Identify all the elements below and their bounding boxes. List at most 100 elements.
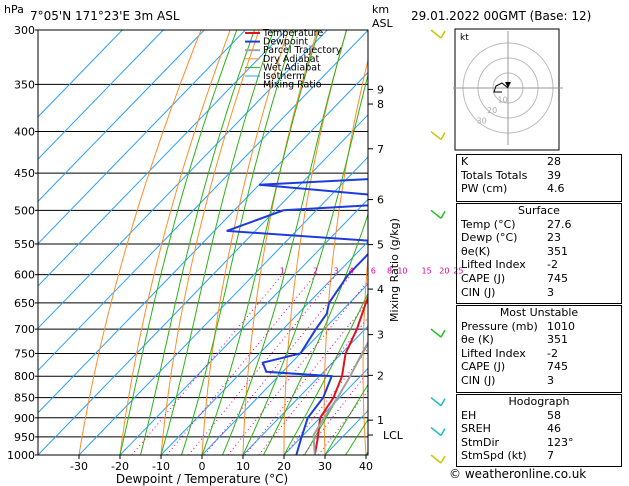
index-row: K 28 <box>457 155 621 169</box>
wind-barb <box>430 426 442 437</box>
mixing-ratio-tick-label: 1 <box>280 267 285 276</box>
pressure-tick-label: 750 <box>14 347 35 360</box>
surface-row: θe(K) 351 <box>457 245 621 259</box>
wet-adiabat-line <box>201 30 320 455</box>
hodo-label: SREH <box>461 422 491 436</box>
mixing-ratio-tick-label: 10 <box>397 267 407 276</box>
temperature-tick-label: 10 <box>236 460 250 473</box>
dry-adiabat-line <box>119 30 231 455</box>
isotherm-line <box>283 367 368 455</box>
hodo-row: StmSpd (kt) 7 <box>457 449 621 463</box>
copyright-label: © weatheronline.co.uk <box>449 467 587 481</box>
mixing-ratio-tick-label: 6 <box>371 267 376 276</box>
datetime-label: 29.01.2022 00GMT (Base: 12) <box>411 9 591 23</box>
unstable-label: θe (K) <box>461 333 494 347</box>
wind-barb-flag <box>440 132 446 140</box>
isotherm-line <box>119 198 368 455</box>
pressure-tick-label: 850 <box>14 392 35 405</box>
mixing-ratio-tick-label: 4 <box>349 267 354 276</box>
dry-adiabat-line <box>283 30 347 455</box>
surface-label: CIN (J) <box>461 285 496 299</box>
temperature-tick-label: -20 <box>111 460 129 473</box>
hodo-value: 7 <box>547 449 554 463</box>
mixing-ratio-tick-label: 15 <box>422 267 432 276</box>
unstable-row: CIN (J) 3 <box>457 374 621 388</box>
isotherm-line <box>242 325 368 455</box>
hodograph-frame <box>454 28 560 151</box>
surface-row: Dewp (°C) 23 <box>457 231 621 245</box>
mixing-ratio-line <box>166 274 316 455</box>
mixing-ratio-line <box>244 300 368 455</box>
isotherm-line <box>38 30 368 372</box>
surface-row: Lifted Index -2 <box>457 258 621 272</box>
most-unstable-title: Most Unstable <box>499 306 579 319</box>
index-row: PW (cm) 4.6 <box>457 182 621 196</box>
pressure-tick-label: 1000 <box>7 449 35 462</box>
wind-barb-flag <box>440 455 446 464</box>
legend-label: Dry Adiabat <box>263 54 320 65</box>
wind-barb <box>430 29 442 39</box>
hodo-row: StmDir 123° <box>457 436 621 450</box>
temperature-tick-label: 20 <box>277 460 291 473</box>
pressure-tick-label: 950 <box>14 431 35 444</box>
unstable-label: Pressure (mb) <box>461 319 538 333</box>
unstable-row: θe (K) 351 <box>457 333 621 347</box>
pressure-tick-label: 400 <box>14 126 35 139</box>
unstable-label: Lifted Index <box>461 346 526 360</box>
surface-label: CAPE (J) <box>461 271 506 285</box>
isotherm-line <box>38 30 164 160</box>
temperature-tick-label: 40 <box>359 460 373 473</box>
isotherm-line <box>201 283 368 455</box>
unstable-label: CAPE (J) <box>461 360 506 374</box>
hodograph-unit-label: kt <box>460 33 469 43</box>
index-value: 39 <box>547 168 561 182</box>
hodo-label: StmSpd (kt) <box>461 449 527 463</box>
hodo-row: SREH 46 <box>457 422 621 436</box>
unstable-row: Lifted Index -2 <box>457 347 621 361</box>
mixing-ratio-line <box>188 274 337 455</box>
surface-value: 745 <box>547 271 568 285</box>
surface-label: θe(K) <box>461 244 491 258</box>
series-dewpoint-line <box>226 178 368 455</box>
most-unstable-table: Most Unstable Pressure (mb) 1010 θe (K) 351… <box>456 305 622 393</box>
height-tick-label: 1 <box>377 414 384 427</box>
location-label: 7°05'N 171°23'E 3m ASL <box>30 9 180 23</box>
height-tick-label: 9 <box>377 83 384 96</box>
hodo-value: 46 <box>547 422 561 436</box>
height-tick-label: 8 <box>377 98 384 111</box>
height-tick-label: 5 <box>377 239 384 252</box>
hodograph-trace <box>493 82 509 93</box>
pressure-tick-label: 800 <box>14 370 35 383</box>
isotherm-line <box>38 71 368 414</box>
wind-barb-flag <box>440 30 446 39</box>
hodo-value: 58 <box>547 408 561 422</box>
dry-adiabat-line <box>362 250 368 455</box>
wet-adiabat-line <box>283 292 368 455</box>
height-unit-bottom: ASL <box>372 17 394 30</box>
temperature-tick-label: 30 <box>318 460 332 473</box>
wet-adiabat-line <box>324 383 368 455</box>
isotherm-line <box>38 30 205 203</box>
mixing-ratio-tick-label: 3 <box>334 267 339 276</box>
index-label: K <box>461 155 469 168</box>
pressure-tick-label: 300 <box>14 24 35 37</box>
pressure-tick-label: 600 <box>14 269 35 282</box>
unstable-value: 1010 <box>547 319 575 333</box>
unstable-row: CAPE (J) 745 <box>457 360 621 374</box>
unstable-value: 3 <box>547 373 554 387</box>
pressure-tick-label: 500 <box>14 204 35 217</box>
mixing-ratio-line <box>284 347 368 455</box>
surface-value: 351 <box>547 244 568 258</box>
surface-table: Surface Temp (°C) 27.6 Dewp (°C) 23 θe(K) 351… <box>456 203 622 304</box>
mixing-ratio-tick-label: 20 <box>439 267 449 276</box>
legend-label: Mixing Ratio <box>263 80 322 91</box>
surface-label: Temp (°C) <box>461 217 516 231</box>
mixing-ratio-line <box>204 274 352 455</box>
unstable-value: 745 <box>547 360 568 374</box>
pressure-unit-label: hPa <box>4 3 24 16</box>
hodograph-ring-label: 30 <box>477 117 487 126</box>
dry-adiabat-line <box>242 30 318 455</box>
height-tick-label: 7 <box>377 143 384 156</box>
wet-adiabat-line <box>304 343 368 455</box>
